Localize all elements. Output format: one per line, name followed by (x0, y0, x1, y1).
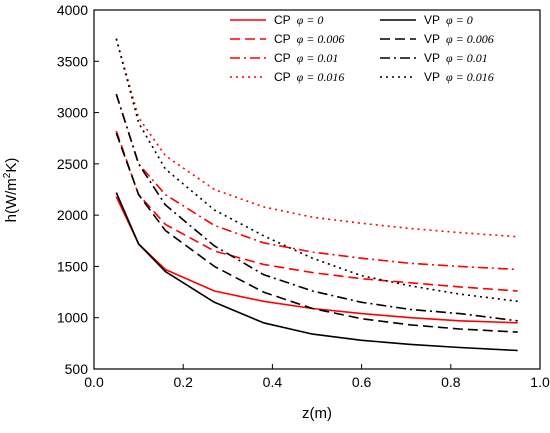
legend-phi-label: φ = 0.006 (297, 32, 345, 46)
axis-ticks: 0.0 0.2 0.4 0.6 0.8 1.0 500 1000 1500 2000 2500 300… (57, 2, 550, 390)
y-axis-title-tail: K) (3, 158, 20, 173)
y-axis-title: h(W/m2K) (2, 158, 20, 223)
x-tick-label: 0.6 (352, 374, 372, 390)
legend-group-label: VP (424, 13, 440, 27)
x-tick-label: 0.8 (441, 374, 461, 390)
series-line-cp-dash (115, 130, 518, 292)
series-layer (115, 38, 518, 352)
legend-label: CP φ = 0.01 (274, 51, 338, 65)
legend-group-label: VP (424, 51, 440, 65)
legend-phi-label: φ = 0.01 (297, 51, 339, 65)
series-line-cp-dashdot (115, 93, 518, 271)
legend-phi-label: φ = 0.01 (446, 51, 488, 65)
y-axis-title-base: h(W/m (3, 178, 20, 222)
series-line-vp-dashdot (115, 93, 518, 322)
x-axis-title: z(m) (302, 405, 332, 422)
legend-group-label: VP (424, 32, 440, 46)
series-line-cp-dot (115, 38, 518, 238)
y-tick-label: 4000 (57, 2, 88, 18)
plot-frame (93, 9, 541, 370)
legend-group-label: CP (274, 32, 291, 46)
y-tick-label: 1500 (57, 258, 88, 274)
x-tick-label: 1.0 (530, 374, 550, 390)
legend-group-label: CP (274, 13, 291, 27)
legend-label: VP φ = 0.01 (424, 51, 488, 65)
legend-group-label: CP (274, 70, 291, 84)
legend-phi-label: φ = 0 (297, 13, 324, 27)
legend-phi-label: φ = 0 (446, 13, 473, 27)
legend-label: VP φ = 0.016 (424, 70, 494, 84)
legend-group-label: VP (424, 70, 440, 84)
y-tick-label: 500 (65, 361, 89, 377)
y-tick-label: 1000 (57, 310, 88, 326)
legend-phi-label: φ = 0.016 (446, 70, 494, 84)
y-tick-label: 2000 (57, 207, 88, 223)
legend-label: CP φ = 0.016 (274, 70, 344, 84)
legend-phi-label: φ = 0.016 (297, 70, 345, 84)
y-tick-label: 3500 (57, 53, 88, 69)
legend-label: VP φ = 0 (424, 13, 473, 27)
y-tick-label: 3000 (57, 105, 88, 121)
legend-phi-label: φ = 0.006 (446, 32, 494, 46)
legend-label: CP φ = 0 (274, 13, 323, 27)
y-tick-label: 2500 (57, 156, 88, 172)
series-line-vp-dash (115, 132, 518, 333)
legend-group-label: CP (274, 51, 291, 65)
legend-label: VP φ = 0.006 (424, 32, 494, 46)
x-tick-label: 0.0 (84, 374, 104, 390)
series-line-vp-solid (115, 192, 518, 352)
x-tick-label: 0.2 (173, 374, 193, 390)
x-tick-label: 0.4 (263, 374, 283, 390)
legend-label: CP φ = 0.006 (274, 32, 344, 46)
y-axis-title-superscript: 2 (2, 172, 13, 178)
